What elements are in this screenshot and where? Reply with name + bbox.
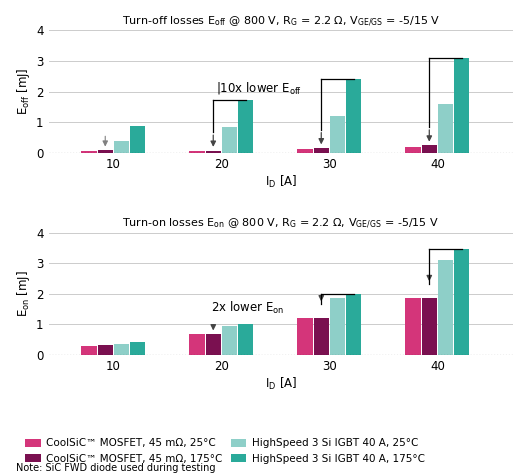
- Bar: [421, 145, 437, 153]
- Bar: [222, 127, 237, 153]
- Y-axis label: E$_\mathrm{on}$ [mJ]: E$_\mathrm{on}$ [mJ]: [15, 271, 32, 317]
- Bar: [205, 334, 221, 355]
- Bar: [330, 298, 345, 355]
- Text: |10x lower E$_\mathrm{off}$: |10x lower E$_\mathrm{off}$: [216, 80, 302, 96]
- Bar: [81, 346, 97, 355]
- Bar: [297, 318, 313, 355]
- Bar: [406, 147, 421, 153]
- Bar: [421, 298, 437, 355]
- Bar: [190, 151, 205, 153]
- X-axis label: I$_\mathrm{D}$ [A]: I$_\mathrm{D}$ [A]: [265, 174, 297, 190]
- Bar: [314, 318, 329, 355]
- Bar: [130, 126, 145, 153]
- X-axis label: I$_\mathrm{D}$ [A]: I$_\mathrm{D}$ [A]: [265, 376, 297, 392]
- Bar: [190, 333, 205, 355]
- Bar: [98, 345, 113, 355]
- Bar: [346, 294, 361, 355]
- Bar: [81, 151, 97, 153]
- Legend: CoolSiC™ MOSFET, 45 mΩ, 25°C, CoolSiC™ MOSFET, 45 mΩ, 175°C, HighSpeed 3 Si IGBT: CoolSiC™ MOSFET, 45 mΩ, 25°C, CoolSiC™ M…: [21, 434, 429, 468]
- Bar: [222, 326, 237, 355]
- Title: Turn-on losses E$_\mathrm{on}$ @ 800 V, R$_\mathrm{G}$ = 2.2 Ω, V$_\mathrm{GE/GS: Turn-on losses E$_\mathrm{on}$ @ 800 V, …: [122, 217, 439, 231]
- Bar: [346, 79, 361, 153]
- Bar: [438, 105, 453, 153]
- Bar: [205, 150, 221, 153]
- Title: Turn-off losses E$_\mathrm{off}$ @ 800 V, R$_\mathrm{G}$ = 2.2 Ω, V$_\mathrm{GE/: Turn-off losses E$_\mathrm{off}$ @ 800 V…: [121, 15, 440, 29]
- Bar: [314, 148, 329, 153]
- Text: Note: SiC FWD diode used during testing: Note: SiC FWD diode used during testing: [16, 463, 215, 473]
- Bar: [406, 298, 421, 355]
- Bar: [330, 116, 345, 153]
- Bar: [238, 100, 253, 153]
- Bar: [114, 344, 129, 355]
- Bar: [238, 324, 253, 355]
- Bar: [454, 58, 469, 153]
- Bar: [98, 150, 113, 153]
- Bar: [130, 342, 145, 355]
- Bar: [438, 260, 453, 355]
- Text: 2x lower E$_\mathrm{on}$: 2x lower E$_\mathrm{on}$: [211, 299, 284, 315]
- Bar: [454, 248, 469, 355]
- Bar: [114, 140, 129, 153]
- Y-axis label: E$_\mathrm{off}$ [mJ]: E$_\mathrm{off}$ [mJ]: [15, 68, 32, 115]
- Bar: [297, 149, 313, 153]
